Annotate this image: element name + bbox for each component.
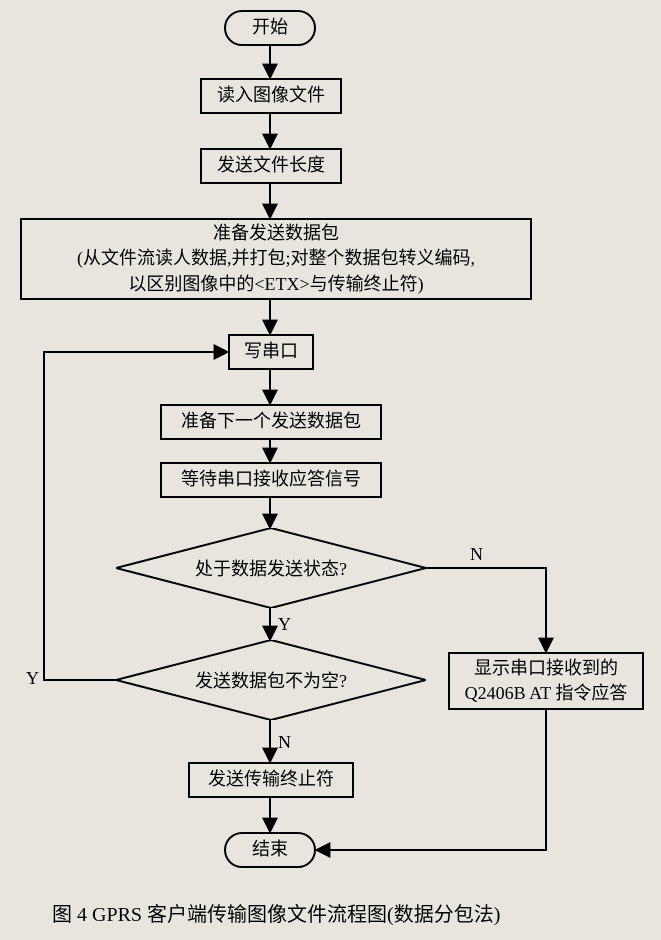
show-node: 显示串口接收到的 Q2406B AT 指令应答	[448, 652, 644, 710]
prepare-label: 准备发送数据包 (从文件流读人数据,并打包;对整个数据包转义编码, 以区别图像中…	[77, 221, 475, 297]
prepare-node: 准备发送数据包 (从文件流读人数据,并打包;对整个数据包转义编码, 以区别图像中…	[20, 218, 532, 300]
start-node: 开始	[224, 10, 316, 46]
edge-label-d2-y: Y	[26, 668, 39, 689]
edge-label-d2-n: N	[278, 732, 291, 753]
next-node: 准备下一个发送数据包	[160, 404, 382, 440]
sendlen-node: 发送文件长度	[200, 148, 342, 184]
edge-label-d1-y: Y	[278, 614, 291, 635]
term-node: 发送传输终止符	[188, 762, 354, 798]
end-node: 结束	[224, 832, 316, 868]
write-label: 写串口	[244, 339, 298, 364]
start-label: 开始	[252, 15, 288, 40]
end-label: 结束	[252, 837, 288, 862]
sendlen-label: 发送文件长度	[217, 153, 325, 178]
decision-send-state: 处于数据发送状态?	[116, 528, 426, 608]
d2-label: 发送数据包不为空?	[195, 667, 347, 693]
read-label: 读入图像文件	[217, 83, 325, 108]
d1-label: 处于数据发送状态?	[195, 555, 347, 581]
figure-caption: 图 4 GPRS 客户端传输图像文件流程图(数据分包法)	[52, 898, 500, 927]
wait-label: 等待串口接收应答信号	[181, 467, 361, 492]
decision-packet-empty: 发送数据包不为空?	[116, 640, 426, 720]
write-node: 写串口	[228, 334, 314, 370]
read-node: 读入图像文件	[200, 78, 342, 114]
term-label: 发送传输终止符	[208, 767, 334, 792]
wait-node: 等待串口接收应答信号	[160, 462, 382, 498]
show-label: 显示串口接收到的 Q2406B AT 指令应答	[465, 656, 628, 706]
next-label: 准备下一个发送数据包	[181, 409, 361, 434]
edge-label-d1-n: N	[470, 544, 483, 565]
